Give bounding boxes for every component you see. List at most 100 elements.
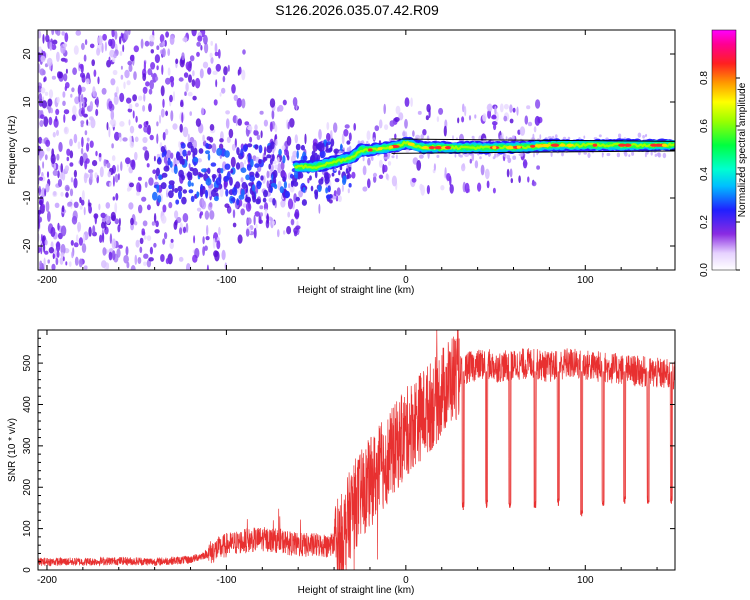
spectrogram-blob — [73, 242, 79, 248]
spectrogram-blob — [491, 115, 497, 120]
spectrogram-blob — [290, 218, 295, 226]
spectrogram-blob — [78, 92, 81, 103]
spectrogram-blob — [122, 137, 128, 142]
spectrogram-blob — [259, 205, 264, 210]
spectrogram-blob — [86, 137, 90, 142]
spectrogram-blob — [524, 115, 529, 125]
spectrogram-blob — [99, 234, 103, 243]
spectrogram-track-noise — [459, 154, 464, 158]
spectrogram-core-blob — [246, 143, 253, 148]
spectrogram-core-blob — [190, 195, 195, 203]
spectrogram-blob — [162, 48, 166, 58]
spectrogram-blob — [271, 109, 275, 120]
spectrogram-blob — [343, 129, 349, 137]
spectrogram-hotspot — [408, 142, 415, 146]
spectrogram-blob — [326, 132, 331, 142]
spectrogram-blob — [411, 177, 417, 183]
spectrogram-blob — [111, 143, 114, 149]
spectrogram-blob — [398, 112, 404, 121]
spectrogram-blob — [228, 207, 232, 214]
spectrogram-core-blob — [240, 148, 244, 157]
spectrogram-core-blob — [224, 163, 231, 170]
spectrogram-blob — [263, 119, 268, 127]
spectrogram-blob — [182, 37, 188, 42]
spectrogram-blob — [228, 128, 234, 139]
spectrogram-blob — [81, 42, 85, 51]
spectrogram-core-blob — [330, 138, 335, 147]
spectrogram-blob — [70, 177, 74, 183]
spectrogram-blob — [69, 188, 74, 197]
spectrogram-blob — [534, 115, 541, 126]
spectrogram-blob — [444, 167, 447, 178]
spectrogram-blob — [221, 87, 226, 94]
spectrogram-core-blob — [327, 185, 331, 193]
spectrogram-blob — [269, 121, 273, 132]
spectrogram-blob — [39, 260, 43, 268]
colorbar-gradient — [711, 29, 737, 271]
spectrogram-blob — [106, 162, 111, 169]
spectrogram-core-blob — [161, 151, 165, 158]
spectrogram-blob — [446, 173, 451, 181]
spectrogram-blob — [78, 258, 83, 268]
spectrogram-blob — [165, 77, 171, 85]
spectrogram-blob — [181, 112, 184, 124]
spectrogram-blob — [147, 68, 153, 76]
spectrogram-blob — [192, 95, 197, 101]
spectrogram-blob — [126, 187, 131, 192]
spectrogram-blob — [274, 124, 278, 133]
spectrogram-track-noise — [601, 152, 604, 158]
spectrogram-blob — [164, 128, 169, 136]
spectrogram-hotspot — [650, 143, 658, 147]
spectrogram-blob — [294, 209, 300, 220]
spectrogram-blob — [148, 103, 152, 113]
spectrogram-track-noise — [555, 134, 558, 139]
spectrogram-blob — [419, 154, 424, 159]
spectrogram-blob — [184, 91, 187, 96]
snr-y-label: SNR (10 * v/v) — [7, 418, 18, 482]
spectrogram-core-blob — [264, 156, 268, 161]
spectrogram-blob — [55, 115, 58, 122]
spectrogram-hotspot — [428, 146, 435, 150]
snr-x-tick-label: 100 — [577, 575, 594, 586]
spectrogram-blob — [77, 141, 81, 150]
spectrogram-track-noise — [338, 150, 342, 154]
spectrogram-blob — [146, 163, 150, 168]
spectrogram-blob — [108, 251, 113, 261]
spectrogram-blob — [120, 74, 124, 80]
spectrogram-core-blob — [205, 150, 210, 155]
spectrogram-core-blob — [198, 148, 204, 154]
spectrogram-track-noise — [471, 135, 475, 139]
spectrogram-hotspot — [618, 143, 626, 147]
spectrogram-blob — [112, 175, 115, 187]
spectrogram-blob — [211, 143, 217, 154]
spectrogram-blob — [493, 123, 497, 131]
spectrogram-core-blob — [247, 153, 251, 163]
spectrogram-blob — [109, 233, 113, 244]
spectrogram-blob — [206, 264, 209, 270]
spectrogram-blob — [145, 120, 149, 125]
spectrogram-blob — [44, 239, 48, 246]
spectrogram-blob — [143, 253, 149, 259]
spectrogram-blob — [182, 126, 189, 138]
spectrogram-blob — [128, 64, 133, 72]
spectrogram-blob — [42, 161, 45, 169]
spectrogram-blob — [153, 213, 157, 223]
spectrogram-blob — [128, 119, 131, 126]
spectrogram-track-noise — [616, 152, 621, 158]
spectrogram-blob — [182, 226, 187, 234]
spectrogram-blob — [139, 237, 144, 245]
spectrogram-blob — [105, 202, 111, 209]
spectrogram-hotspot — [530, 144, 536, 148]
snr-panel: -200 -100 0 100 0 100 200 300 400 500 Height of s… — [7, 329, 676, 596]
spectrogram-blob — [214, 43, 218, 54]
spectrogram-blob — [83, 265, 88, 270]
spectrogram-core-blob — [213, 187, 219, 193]
spectrogram-blob — [156, 45, 160, 50]
spectrogram-track-noise — [539, 134, 542, 140]
spectrogram-blob — [133, 71, 137, 81]
spectrogram-core-blob — [325, 142, 329, 152]
spectrogram-blob — [215, 79, 218, 88]
spectrogram-core-blob — [270, 182, 277, 187]
spectrogram-blob — [113, 53, 117, 59]
